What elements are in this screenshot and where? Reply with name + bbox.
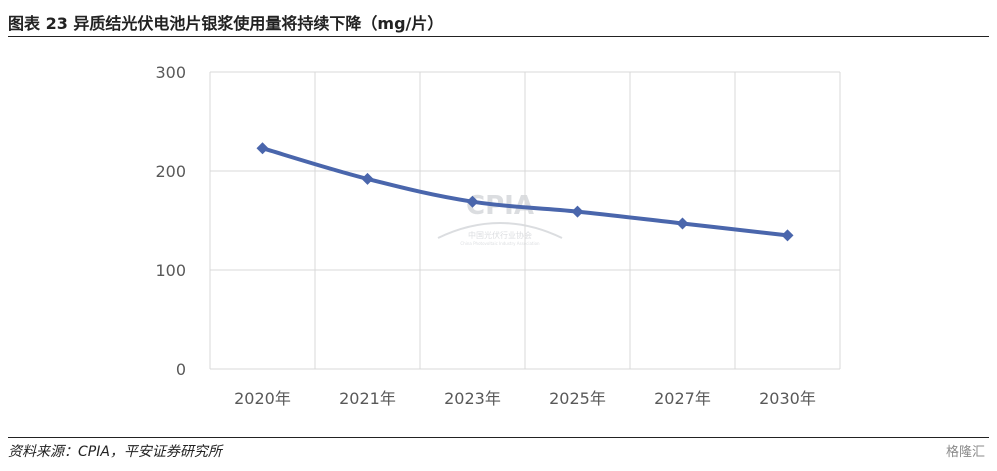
footer: 资料来源：CPIA，平安证券研究所 格隆汇: [8, 437, 989, 460]
chart-title: 图表 23 异质结光伏电池片银浆使用量将持续下降（mg/片）: [8, 14, 444, 33]
x-axis: 2020年 2021年 2023年 2025年 2027年 2030年: [234, 389, 816, 408]
source-note: 资料来源：CPIA，平安证券研究所: [8, 444, 222, 460]
y-tick-label: 200: [155, 162, 186, 181]
y-axis: 0 100 200 300: [155, 63, 186, 379]
y-tick-label: 100: [155, 261, 186, 280]
x-tick-label: 2027年: [654, 389, 711, 408]
x-tick-label: 2020年: [234, 389, 291, 408]
chart-area: CPIA 中国光伏行业协会 China Photovoltaic Industr…: [0, 40, 997, 440]
brand-logo: 格隆汇: [945, 445, 985, 460]
watermark-line2: China Photovoltaic Industry Association: [460, 241, 540, 246]
data-point-marker: [361, 172, 374, 185]
data-point-marker: [781, 229, 794, 242]
grid-lines: [209, 71, 841, 370]
series-group: [256, 142, 794, 242]
title-bar: 图表 23 异质结光伏电池片银浆使用量将持续下降（mg/片）: [8, 8, 989, 37]
x-tick-label: 2025年: [549, 389, 606, 408]
data-point-marker: [466, 195, 479, 208]
series-line: [260, 146, 790, 238]
x-tick-label: 2030年: [759, 389, 816, 408]
y-tick-label: 0: [176, 360, 186, 379]
data-point-marker: [571, 205, 584, 218]
data-point-marker: [256, 142, 269, 155]
line-chart: CPIA 中国光伏行业协会 China Photovoltaic Industr…: [155, 63, 841, 408]
x-tick-label: 2023年: [444, 389, 501, 408]
y-tick-label: 300: [155, 63, 186, 82]
data-point-marker: [676, 217, 689, 230]
x-tick-label: 2021年: [339, 389, 396, 408]
watermark-line1: 中国光伏行业协会: [468, 230, 532, 240]
